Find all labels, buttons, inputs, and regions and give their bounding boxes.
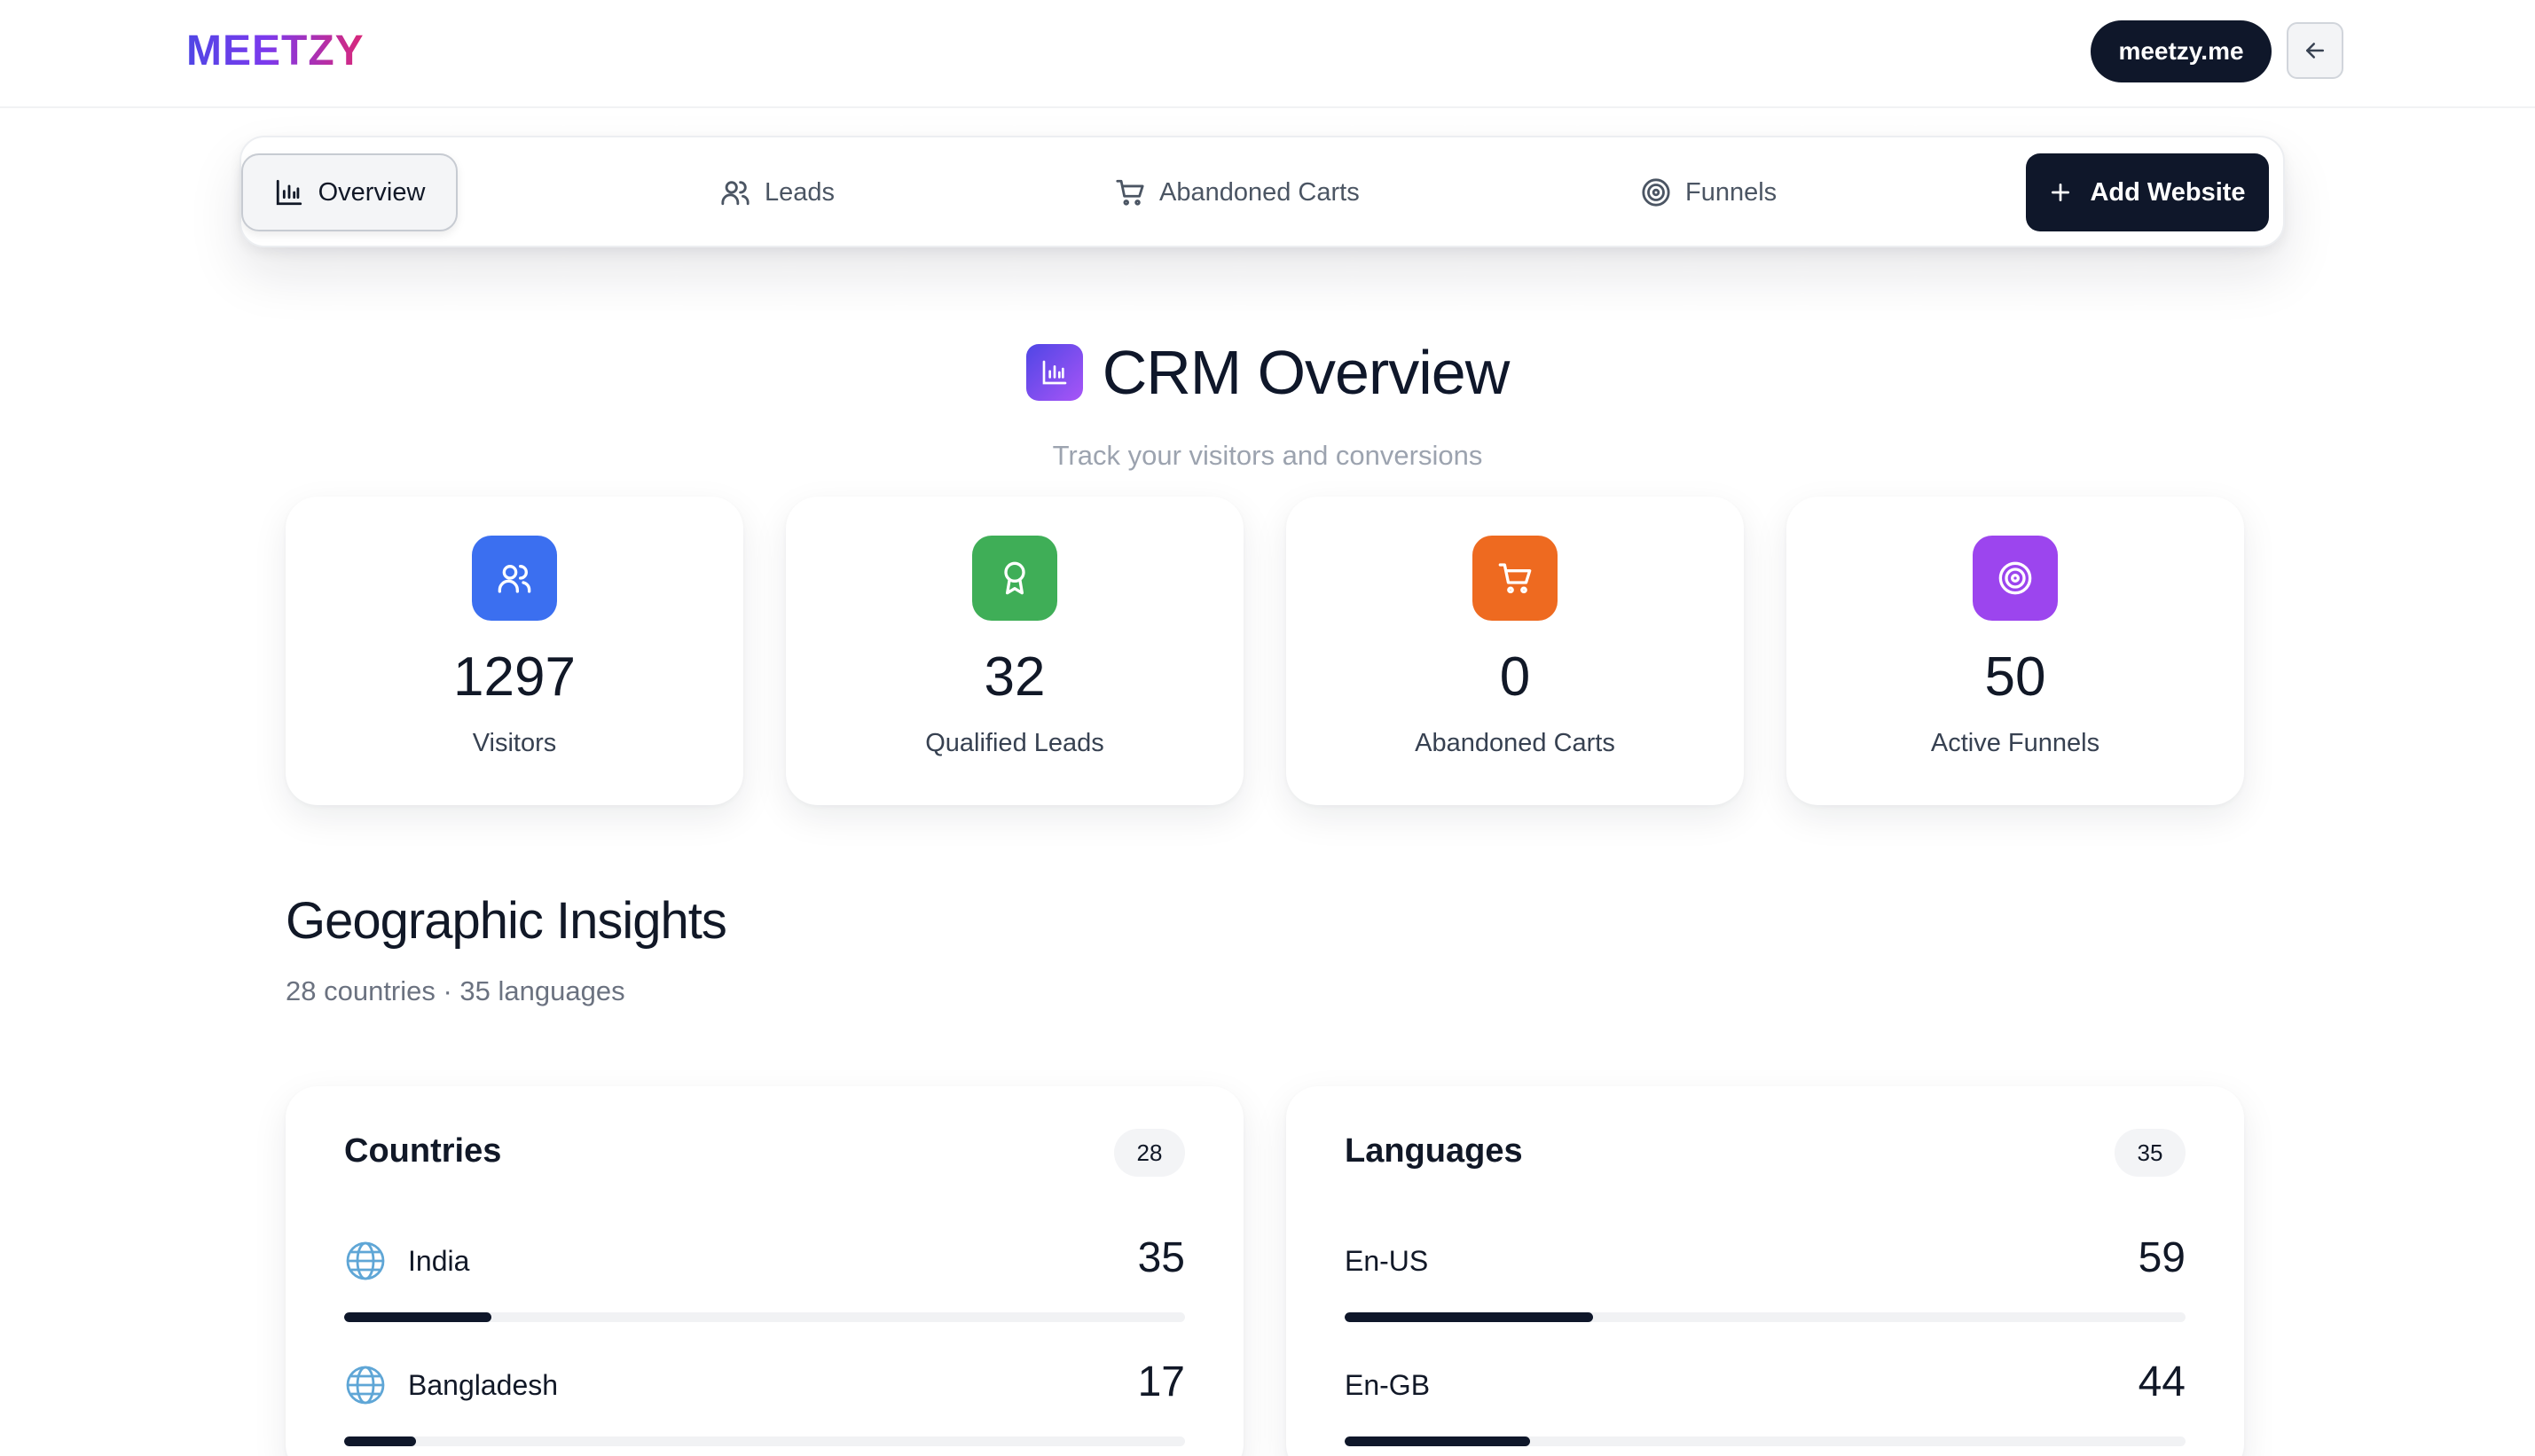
- progress-fill: [344, 1436, 416, 1446]
- tab-leads[interactable]: Leads: [720, 153, 835, 231]
- progress-track: [344, 1312, 1185, 1322]
- list-item[interactable]: Bangladesh 17: [344, 1358, 1185, 1456]
- language-name: En-US: [1345, 1244, 1429, 1277]
- bar-chart-icon: [276, 179, 302, 206]
- globe-icon: [346, 1366, 385, 1405]
- page-heading: CRM Overview: [0, 337, 2535, 408]
- main-nav: Overview Leads Abandoned Carts Funnels A…: [239, 136, 2285, 247]
- target-icon: [1642, 178, 1670, 207]
- list-item[interactable]: En-GB 44: [1345, 1358, 2186, 1456]
- progress-fill: [1345, 1312, 1593, 1322]
- stat-label: Qualified Leads: [925, 729, 1104, 757]
- language-count: 44: [2138, 1358, 2186, 1405]
- cart-icon: [1116, 179, 1144, 206]
- count-badge: 28: [1114, 1129, 1185, 1177]
- stat-card-active-funnels: 50 Active Funnels: [1786, 497, 2244, 805]
- target-icon: [1973, 536, 2058, 621]
- add-website-label: Add Website: [2090, 177, 2246, 207]
- country-name: India: [408, 1244, 470, 1277]
- section-subtitle: 28 countries · 35 languages: [286, 975, 625, 1006]
- country-count: 17: [1137, 1358, 1185, 1405]
- award-icon: [972, 536, 1057, 621]
- users-icon: [472, 536, 557, 621]
- stat-label: Visitors: [472, 729, 557, 757]
- progress-fill: [344, 1312, 491, 1322]
- language-count: 59: [2138, 1234, 2186, 1281]
- tab-abandoned-carts-label: Abandoned Carts: [1159, 177, 1360, 207]
- stat-value: 1297: [453, 646, 576, 708]
- progress-track: [1345, 1312, 2186, 1322]
- tab-overview-label: Overview: [318, 177, 426, 207]
- domain-button[interactable]: meetzy.me: [2091, 20, 2272, 82]
- top-header: MEETZY meetzy.me: [0, 0, 2535, 108]
- progress-track: [344, 1436, 1185, 1446]
- languages-panel: Languages 35 En-US 59 En-GB 44: [1286, 1086, 2244, 1456]
- list-item[interactable]: India 35: [344, 1234, 1185, 1336]
- stat-card-visitors: 1297 Visitors: [286, 497, 743, 805]
- bar-chart-icon: [1025, 344, 1083, 401]
- countries-panel: Countries 28 India 35 Bangladesh 17: [286, 1086, 1244, 1456]
- country-name: Bangladesh: [408, 1368, 559, 1401]
- list-item[interactable]: En-US 59: [1345, 1234, 2186, 1336]
- panel-title: Countries: [344, 1132, 502, 1170]
- stat-label: Active Funnels: [1930, 729, 2100, 757]
- language-name: En-GB: [1345, 1368, 1431, 1401]
- progress-fill: [1345, 1436, 1530, 1446]
- back-button[interactable]: [2287, 22, 2343, 79]
- stat-value: 32: [984, 646, 1046, 708]
- page-subtitle: Track your visitors and conversions: [1052, 440, 1483, 471]
- tab-abandoned-carts[interactable]: Abandoned Carts: [1115, 153, 1360, 231]
- stat-card-qualified-leads: 32 Qualified Leads: [786, 497, 1244, 805]
- cart-icon: [1472, 536, 1558, 621]
- stat-label: Abandoned Carts: [1415, 729, 1615, 757]
- users-icon: [721, 181, 750, 206]
- stat-value: 50: [1984, 646, 2046, 708]
- plus-icon: [2052, 183, 2070, 202]
- arrow-left-icon: [2306, 43, 2324, 59]
- tab-overview[interactable]: Overview: [241, 153, 458, 231]
- country-count: 35: [1137, 1234, 1185, 1281]
- panel-title: Languages: [1345, 1132, 1523, 1170]
- tab-funnels[interactable]: Funnels: [1641, 153, 1777, 231]
- section-title: Geographic Insights: [286, 892, 727, 950]
- stat-card-abandoned-carts: 0 Abandoned Carts: [1286, 497, 1744, 805]
- progress-track: [1345, 1436, 2186, 1446]
- globe-icon: [346, 1241, 385, 1280]
- page-title: CRM Overview: [1102, 338, 1511, 407]
- tab-funnels-label: Funnels: [1685, 177, 1778, 207]
- count-badge: 35: [2115, 1129, 2186, 1177]
- add-website-button[interactable]: Add Website: [2026, 153, 2269, 231]
- stat-value: 0: [1499, 646, 1531, 708]
- app-logo[interactable]: MEETZY: [186, 27, 365, 74]
- tab-leads-label: Leads: [765, 177, 836, 207]
